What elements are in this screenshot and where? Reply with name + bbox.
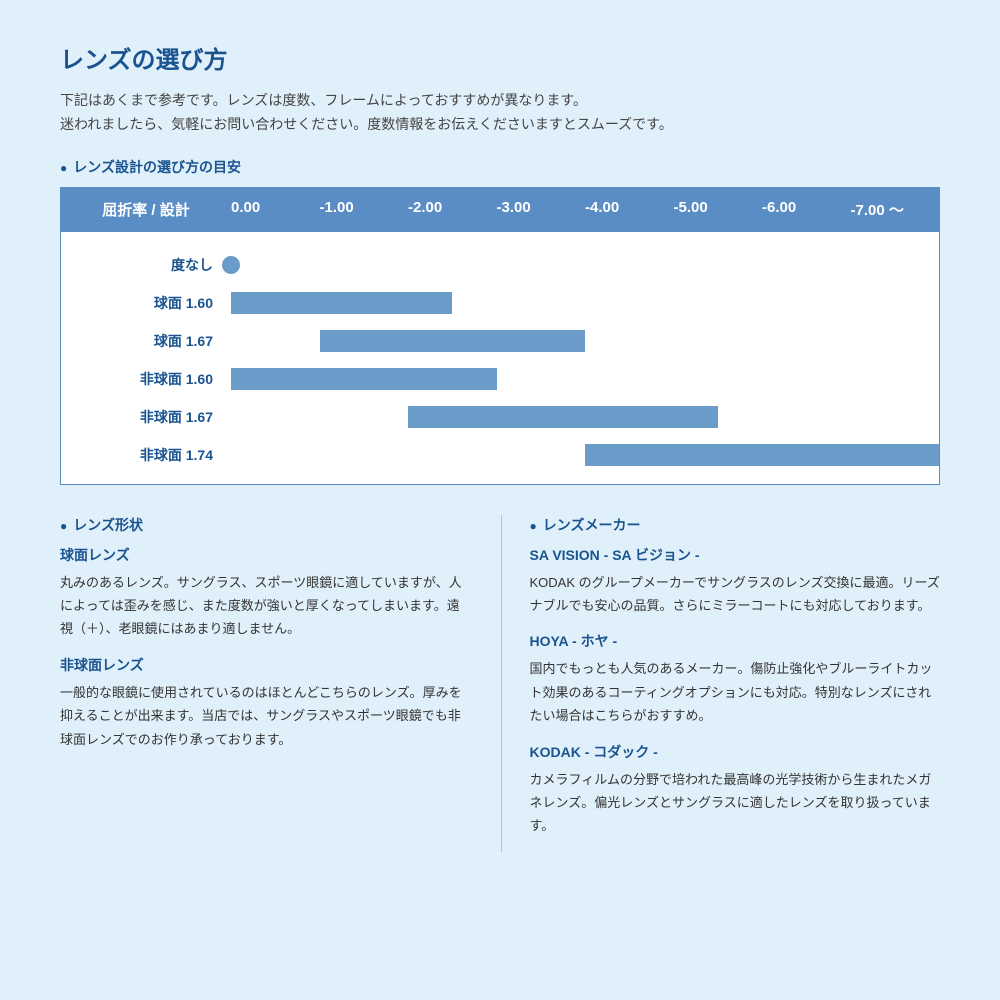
chart-row-label: 非球面 1.60 — [61, 369, 231, 389]
chart-row-label: 球面 1.60 — [61, 293, 231, 313]
chart-column-header: -3.00 — [497, 199, 586, 220]
chart-header: 屈折率 / 設計 0.00-1.00-2.00-3.00-4.00-5.00-6… — [61, 188, 939, 232]
chart-column-header: -6.00 — [762, 199, 851, 220]
shape-body: 一般的な眼鏡に使用されているのはほとんどこちらのレンズ。厚みを抑えることが出来ま… — [60, 681, 471, 751]
maker-title: KODAK - コダック - — [530, 742, 941, 762]
maker-body: カメラフィルムの分野で培われた最高峰の光学技術から生まれたメガネレンズ。偏光レン… — [530, 768, 941, 838]
chart-row-label: 非球面 1.67 — [61, 407, 231, 427]
maker-section-label: レンズメーカー — [530, 515, 941, 535]
shape-title: 球面レンズ — [60, 545, 471, 565]
shape-title: 非球面レンズ — [60, 655, 471, 675]
chart-row-label: 度なし — [61, 255, 231, 275]
chart-row-track — [231, 292, 939, 314]
intro-line-2: 迷われましたら、気軽にお問い合わせください。度数情報をお伝えくださいますとスムー… — [60, 116, 673, 132]
maker-body: KODAK のグループメーカーでサングラスのレンズ交換に最適。リーズナブルでも安… — [530, 571, 941, 618]
chart-row-track — [231, 368, 939, 390]
chart-bar — [408, 406, 718, 428]
chart-column-header: -7.00 ～ — [851, 199, 940, 220]
chart-column-header: -2.00 — [408, 199, 497, 220]
chart-bar — [320, 330, 586, 352]
chart-row-label: 球面 1.67 — [61, 331, 231, 351]
chart-row: 球面 1.60 — [61, 284, 939, 322]
chart-row: 非球面 1.60 — [61, 360, 939, 398]
chart-column-header: 0.00 — [231, 199, 320, 220]
maker-title: HOYA - ホヤ - — [530, 631, 941, 651]
lens-chart: 屈折率 / 設計 0.00-1.00-2.00-3.00-4.00-5.00-6… — [60, 187, 940, 485]
chart-body: 度なし球面 1.60 球面 1.67 非球面 1.60 非球面 1.67 非球面 1.7… — [61, 232, 939, 484]
chart-header-columns: 0.00-1.00-2.00-3.00-4.00-5.00-6.00-7.00 … — [231, 199, 939, 220]
chart-column-header: -1.00 — [320, 199, 409, 220]
chart-row: 球面 1.67 — [61, 322, 939, 360]
chart-row: 度なし — [61, 246, 939, 284]
chart-row: 非球面 1.74 — [61, 436, 939, 474]
intro-text: 下記はあくまで参考です。レンズは度数、フレームによっておすすめが異なります。 迷… — [60, 89, 940, 137]
page-title: レンズの選び方 — [60, 40, 940, 75]
chart-column-header: -5.00 — [674, 199, 763, 220]
chart-row-track — [231, 254, 939, 276]
chart-dot — [222, 256, 240, 274]
chart-row-track — [231, 444, 939, 466]
chart-row-track — [231, 330, 939, 352]
chart-row-label: 非球面 1.74 — [61, 445, 231, 465]
shape-column: レンズ形状 球面レンズ丸みのあるレンズ。サングラス、スポーツ眼鏡に適していますが… — [60, 515, 471, 852]
chart-bar — [585, 444, 939, 466]
chart-bar — [231, 292, 452, 314]
chart-header-label: 屈折率 / 設計 — [61, 199, 231, 220]
chart-row: 非球面 1.67 — [61, 398, 939, 436]
info-columns: レンズ形状 球面レンズ丸みのあるレンズ。サングラス、スポーツ眼鏡に適していますが… — [60, 515, 940, 852]
shape-body: 丸みのあるレンズ。サングラス、スポーツ眼鏡に適していますが、人によっては歪みを感… — [60, 571, 471, 641]
chart-column-header: -4.00 — [585, 199, 674, 220]
chart-row-track — [231, 406, 939, 428]
maker-body: 国内でもっとも人気のあるメーカー。傷防止強化やブルーライトカット効果のあるコーテ… — [530, 657, 941, 727]
maker-title: SA VISION - SA ビジョン - — [530, 545, 941, 565]
maker-column: レンズメーカー SA VISION - SA ビジョン - KODAK のグループ… — [501, 515, 941, 852]
intro-line-1: 下記はあくまで参考です。レンズは度数、フレームによっておすすめが異なります。 — [60, 92, 587, 108]
chart-bar — [231, 368, 497, 390]
chart-section-label: レンズ設計の選び方の目安 — [60, 157, 940, 177]
shape-section-label: レンズ形状 — [60, 515, 471, 535]
